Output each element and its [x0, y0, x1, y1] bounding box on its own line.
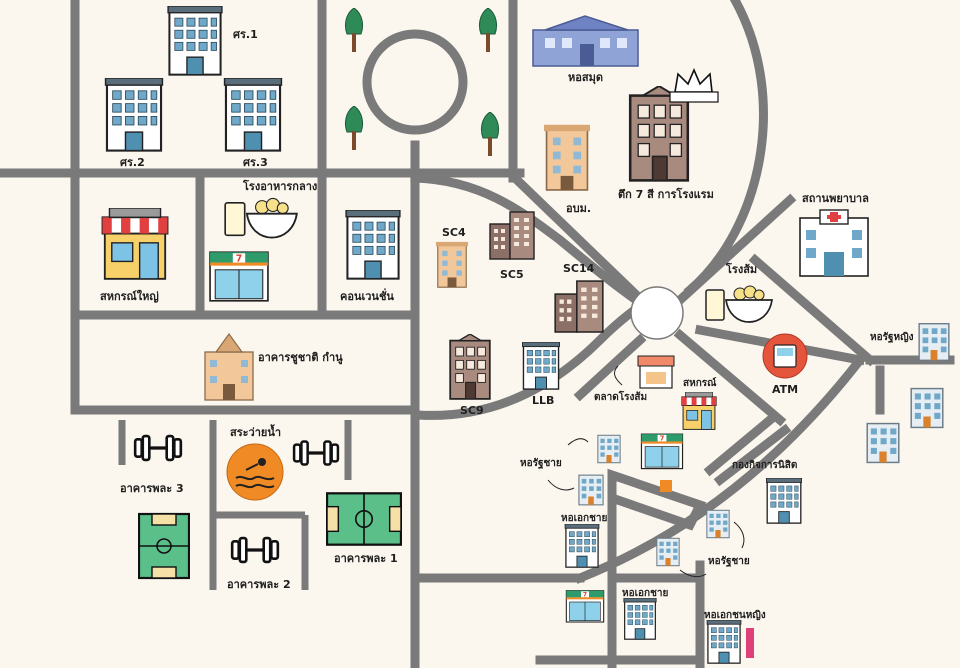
private-dorm-female-building-icon[interactable]: [706, 620, 742, 664]
sc4-building-icon[interactable]: [436, 241, 468, 288]
coop-small-shop-icon[interactable]: [681, 392, 717, 430]
direction-arrow: [733, 521, 745, 549]
direction-arrow: [679, 569, 707, 578]
private-dorm-male-building-icon[interactable]: [623, 598, 657, 640]
orn-building-label: อบม.: [566, 202, 591, 215]
sc14-label: SC14: [563, 262, 595, 275]
llb-building-icon[interactable]: [521, 342, 561, 390]
private-dorm-male-label: หอเอกชาย: [561, 513, 607, 524]
female-sign-icon: [746, 628, 754, 658]
pool-label: สระว่ายน้ำ: [230, 424, 281, 439]
sc9-building-icon[interactable]: [449, 334, 491, 400]
dorm-male-1-label: หอรัฐชาย: [520, 457, 562, 469]
market-label: ตลาดโรงส้ม: [594, 390, 647, 403]
coop-big-shop-icon[interactable]: [101, 208, 169, 280]
dorm-female-building-icon[interactable]: [910, 387, 944, 429]
coop-small-label: สหกรณ์: [683, 377, 717, 389]
sc4-label: SC4: [442, 226, 466, 239]
convenience-store-icon[interactable]: [565, 590, 605, 623]
dorm-female-building-icon[interactable]: [866, 422, 900, 464]
faculty-2-building-icon[interactable]: [104, 78, 164, 152]
market-shop-icon[interactable]: [637, 355, 675, 389]
hospital-label: สถานพยาบาล: [802, 192, 869, 205]
canteen-label: โรงอาหารกลาง: [242, 179, 317, 193]
dorm-male-building-icon[interactable]: [656, 537, 680, 567]
convention-building-icon[interactable]: [344, 210, 402, 280]
rongsom-label: โรงส้ม: [725, 262, 757, 276]
private-dorm-male-building-icon[interactable]: [564, 524, 600, 568]
dorm-female-building-icon[interactable]: [918, 322, 950, 362]
dorm-female-top-label: หอรัฐหญิง: [870, 331, 914, 343]
crown-icon: [669, 67, 719, 103]
football-field-icon[interactable]: [138, 512, 190, 580]
faculty-2-label: ศร.2: [120, 156, 145, 169]
coop-big-label: สหกรณ์ใหญ่: [100, 289, 159, 303]
dorm-male-building-icon[interactable]: [597, 434, 621, 464]
llb-label: LLB: [532, 394, 554, 407]
convention-label: คอนเวนชั่น: [340, 288, 394, 303]
student-affairs-building-icon[interactable]: [766, 478, 802, 524]
hotel-building-label: ตึก 7 สี การโรงแรม: [618, 187, 714, 201]
chuchart-building-icon[interactable]: [204, 332, 254, 401]
student-fund-label: กองกิจการนิสิต: [732, 459, 797, 471]
private-dorm-female-label: หอเอกชนหญิง: [704, 609, 766, 621]
faculty-1-building-icon[interactable]: [166, 6, 224, 76]
direction-arrow: [567, 438, 589, 446]
location-marker: [660, 480, 672, 492]
private-dorm-male-2-label: หอเอกชาย: [622, 588, 668, 599]
library-building-icon[interactable]: [532, 15, 639, 67]
canteen-food-bowl-icon[interactable]: [224, 197, 298, 239]
hospital-icon[interactable]: [799, 209, 869, 277]
gym-2-label: อาคารพละ 2: [227, 578, 291, 591]
roundabout: [630, 286, 684, 340]
dorm-male-building-icon[interactable]: [578, 474, 604, 506]
sc5-label: SC5: [500, 268, 524, 281]
orn-building-icon[interactable]: [544, 123, 590, 191]
gym-1-label: อาคารพละ 1: [334, 552, 398, 565]
dorm-male-building-icon[interactable]: [706, 509, 730, 539]
football-field-icon[interactable]: [326, 492, 402, 546]
atm-icon[interactable]: [762, 333, 808, 379]
rongsom-food-bowl-icon[interactable]: [705, 285, 773, 323]
faculty-1-label: ศร.1: [233, 28, 258, 41]
faculty-3-label: ศร.3: [243, 156, 268, 169]
convenience-store-icon[interactable]: [209, 251, 269, 302]
direction-arrow: [547, 479, 575, 491]
gym-3-label: อาคารพละ 3: [120, 482, 184, 495]
convenience-store-icon[interactable]: [640, 433, 684, 470]
library-label: หอสมุด: [568, 71, 603, 85]
chuchart-label: อาคารชูชาติ กำนู: [258, 351, 343, 365]
faculty-3-building-icon[interactable]: [223, 78, 283, 152]
dorm-male-2-label: หอรัฐชาย: [708, 555, 750, 567]
direction-arrow: [614, 365, 623, 386]
swimming-pool-icon[interactable]: [226, 443, 284, 501]
sc9-label: SC9: [460, 404, 484, 417]
atm-label: ATM: [772, 383, 798, 396]
